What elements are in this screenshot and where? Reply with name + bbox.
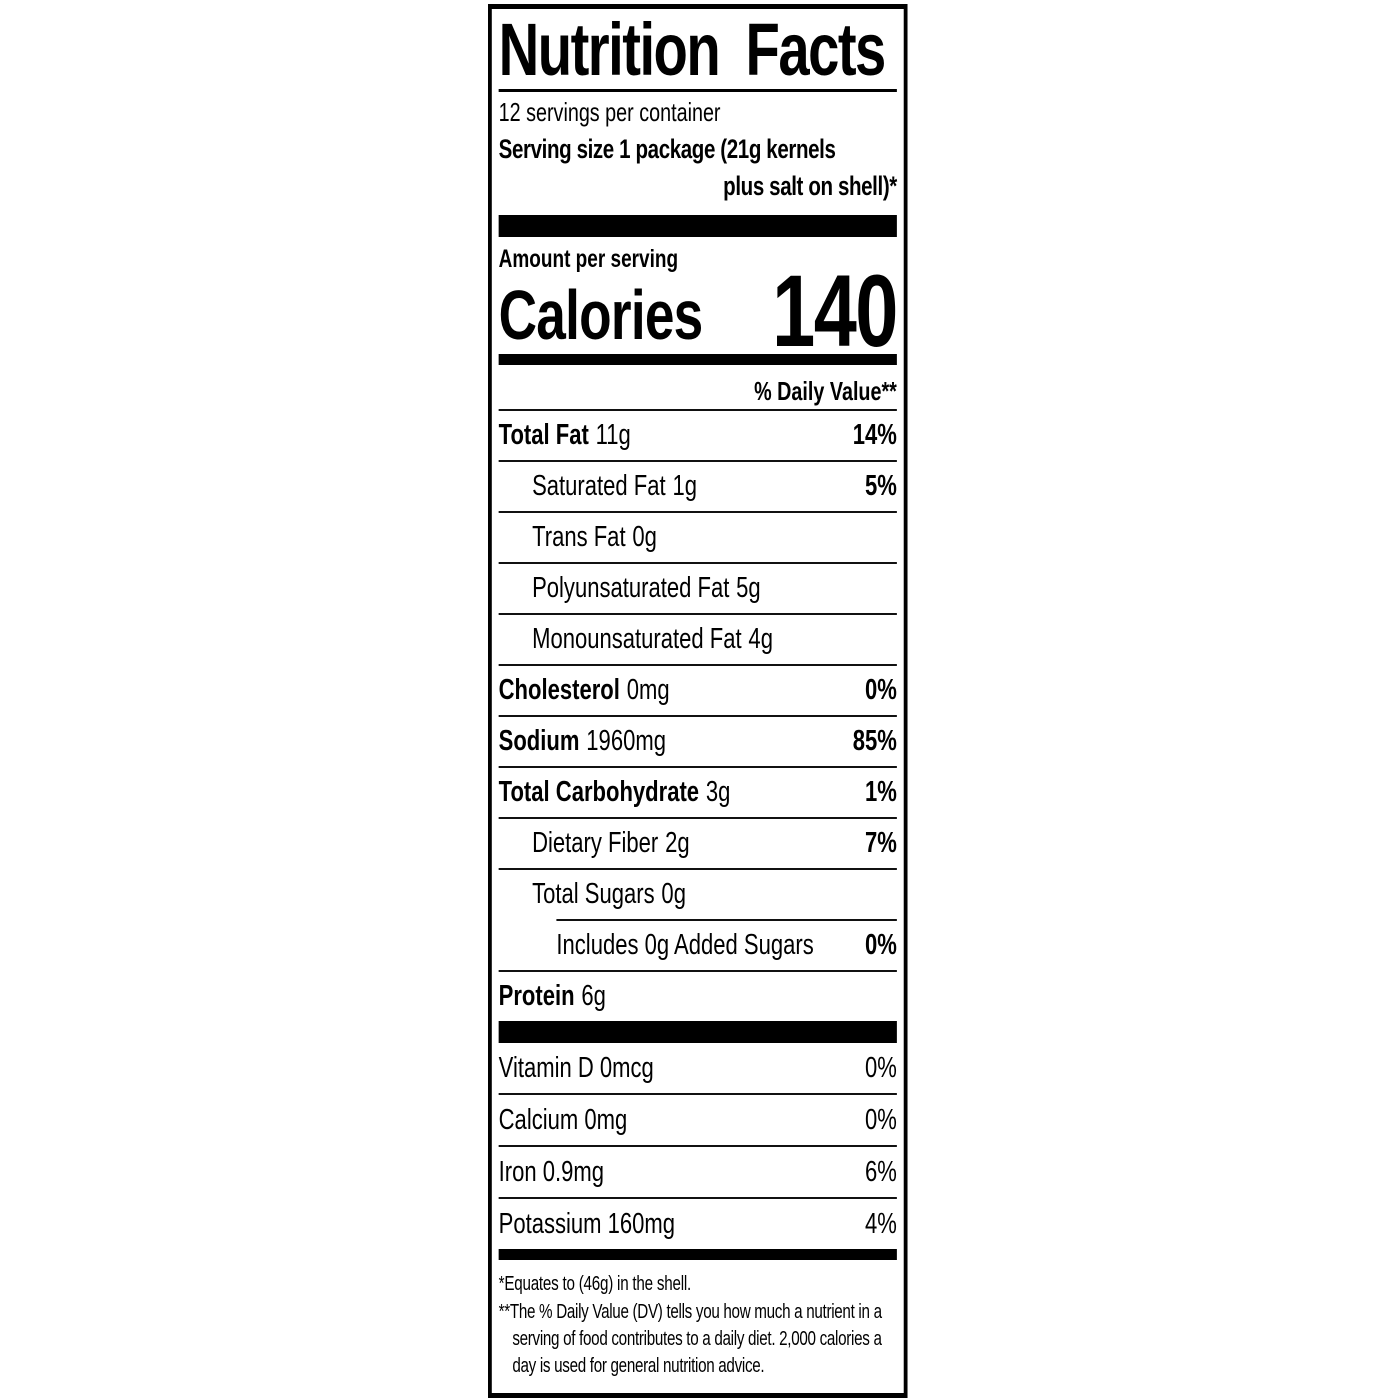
nutrition-facts-label: Nutrition Facts 12 servings per containe… (488, 4, 908, 1398)
nutrient-name: Total Fat (498, 419, 589, 451)
nutrient-name: Cholesterol (498, 674, 620, 706)
thick-separator-bar-top (498, 215, 897, 237)
nutrient-name: Sodium (498, 725, 580, 757)
nutrient-name: Total Carbohydrate (498, 776, 700, 808)
nutrient-row-total-carbohydrate: Total Carbohydrate 3g 1% (498, 766, 897, 817)
daily-value-header: % Daily Value** (754, 376, 897, 406)
nutrient-amount: 11g (595, 419, 631, 451)
footnote-daily-value: **The % Daily Value (DV) tells you how m… (498, 1301, 882, 1377)
footnotes: *Equates to (46g) in the shell. **The % … (499, 1260, 897, 1393)
nutrient-name: Polyunsaturated Fat (532, 572, 730, 604)
nutrient-name: Saturated Fat (532, 470, 666, 502)
nutrient-row-dietary-fiber: Dietary Fiber 2g 7% (498, 817, 897, 868)
nutrient-name: Protein (498, 980, 575, 1012)
indented-divider (556, 919, 897, 921)
nutrient-row-saturated-fat: Saturated Fat 1g 5% (498, 460, 897, 511)
micronutrient-dv: 6% (865, 1156, 897, 1188)
nutrient-row-sodium: Sodium 1960mg 85% (498, 715, 897, 766)
medium-separator-bar-calories (498, 354, 897, 365)
medium-separator-bar-footnote (498, 1249, 897, 1260)
micronutrient-name: Potassium 160mg (498, 1208, 676, 1240)
calories-row: Calories 140 (498, 254, 899, 368)
micronutrient-dv: 0% (865, 1104, 897, 1136)
nutrient-amount: 2g (665, 827, 690, 859)
servings-per-container: 12 servings per container (498, 97, 721, 127)
nutrient-row-added-sugars: Includes 0g Added Sugars 0% (499, 919, 897, 970)
amount-per-serving-label: Amount per serving (498, 245, 679, 273)
nutrient-row-total-fat: Total Fat 11g 14% (498, 409, 897, 460)
nutrient-name: Monounsaturated Fat (532, 623, 742, 655)
label-title: Nutrition Facts (498, 8, 887, 91)
micronutrient-row-vitamin-d: Vitamin D 0mcg 0% (499, 1043, 897, 1093)
nutrient-dv: 14% (852, 419, 897, 451)
nutrient-amount: 4g (748, 623, 773, 655)
footnote-equates: *Equates to (46g) in the shell. (498, 1273, 692, 1295)
nutrient-row-cholesterol: Cholesterol 0mg 0% (498, 664, 897, 715)
micronutrient-name: Iron 0.9mg (498, 1156, 605, 1188)
nutrient-name: Includes 0g Added Sugars (556, 929, 814, 961)
thick-separator-bar-bottom (498, 1021, 897, 1043)
micronutrient-row-calcium: Calcium 0mg 0% (498, 1093, 897, 1145)
micronutrient-dv: 0% (865, 1052, 897, 1084)
nutrient-name: Trans Fat (532, 521, 626, 553)
nutrient-row-total-sugars: Total Sugars 0g (498, 868, 897, 919)
nutrient-dv: 5% (865, 470, 897, 502)
nutrient-row-polyunsaturated-fat: Polyunsaturated Fat 5g (498, 562, 897, 613)
serving-size-line1: Serving size 1 package (21g kernels (498, 134, 836, 164)
nutrient-name: Dietary Fiber (532, 827, 659, 859)
nutrient-name: Total Sugars (532, 878, 655, 910)
micronutrient-name: Vitamin D 0mcg (498, 1052, 654, 1084)
micronutrient-name: Calcium 0mg (498, 1104, 628, 1136)
nutrient-amount: 0mg (626, 674, 670, 706)
nutrient-dv: 0% (865, 929, 897, 961)
serving-size-line2: plus salt on shell)* (723, 171, 897, 201)
calories-label: Calories (498, 276, 704, 354)
nutrient-row-monounsaturated-fat: Monounsaturated Fat 4g (498, 613, 897, 664)
nutrient-dv: 1% (865, 776, 897, 808)
nutrient-dv: 0% (865, 674, 897, 706)
nutrient-amount: 0g (632, 521, 657, 553)
micronutrient-dv: 4% (865, 1208, 897, 1240)
micronutrient-row-potassium: Potassium 160mg 4% (498, 1197, 897, 1249)
micronutrient-row-iron: Iron 0.9mg 6% (498, 1145, 897, 1197)
nutrient-row-trans-fat: Trans Fat 0g (498, 511, 897, 562)
nutrient-amount: 6g (581, 980, 606, 1012)
nutrient-row-protein: Protein 6g (498, 970, 897, 1021)
nutrient-dv: 7% (865, 827, 897, 859)
calories-value: 140 (772, 254, 898, 368)
nutrient-amount: 3g (705, 776, 731, 808)
title-divider (498, 89, 897, 92)
nutrient-amount: 0g (661, 878, 686, 910)
nutrient-amount: 5g (736, 572, 761, 604)
nutrient-amount: 1960mg (586, 725, 666, 757)
nutrient-amount: 1g (672, 470, 697, 502)
nutrient-dv: 85% (852, 725, 897, 757)
